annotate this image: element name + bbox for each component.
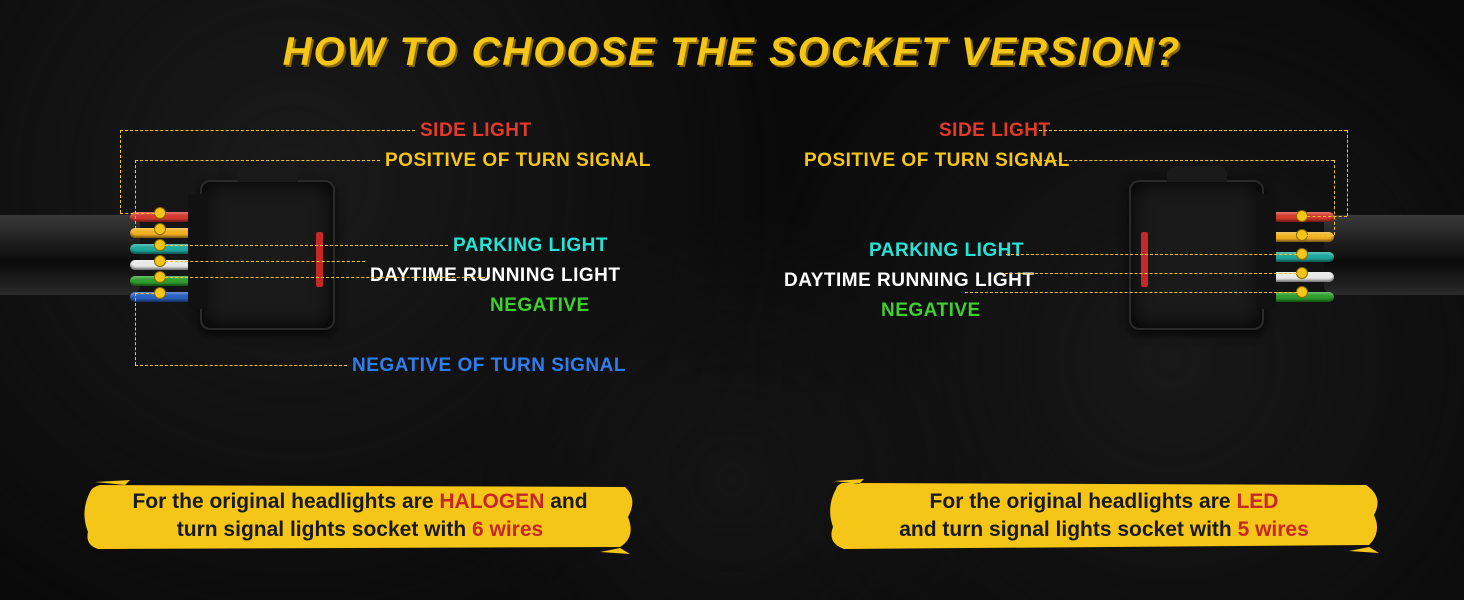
label-parking: PARKING LIGHT: [869, 240, 1024, 262]
banner-em-type: HALOGEN: [439, 490, 544, 513]
leader-line: [135, 160, 136, 229]
leader-line: [160, 261, 365, 262]
page-title: HOW TO CHOOSE THE SOCKET VERSION?: [0, 30, 1464, 75]
leader-line: [135, 160, 380, 161]
banner-pre: For the original headlights are: [930, 490, 1237, 513]
label-neg_turn: NEGATIVE OF TURN SIGNAL: [352, 355, 626, 377]
label-parking: PARKING LIGHT: [453, 235, 608, 257]
leader-line: [135, 229, 160, 230]
leader-line: [1006, 254, 1303, 255]
cable-sheath: [1324, 215, 1464, 295]
connector-housing: [1129, 180, 1264, 330]
banner-em-type: LED: [1236, 490, 1278, 513]
connector-housing: [200, 180, 335, 330]
label-negative: NEGATIVE: [881, 300, 981, 322]
leader-line: [160, 245, 448, 246]
label-drl: DAYTIME RUNNING LIGHT: [370, 265, 620, 287]
banner-text: For the original headlights are HALOGEN …: [80, 488, 640, 545]
connector-key-slot: [1141, 232, 1148, 287]
banner-em-wires: 6 wires: [472, 518, 543, 541]
banner-text: For the original headlights are LED and …: [869, 488, 1339, 545]
leader-line: [1347, 130, 1348, 216]
leader-line: [135, 293, 160, 294]
banner-led: For the original headlights are LED and …: [824, 477, 1384, 555]
leader-line: [1334, 160, 1335, 235]
leader-line: [135, 293, 136, 365]
label-side_light: SIDE LIGHT: [939, 120, 1051, 142]
connector-clip: [188, 194, 206, 309]
diagram-led: SIDE LIGHT POSITIVE OF TURN SIGNAL PARKING…: [774, 110, 1414, 410]
label-drl: DAYTIME RUNNING LIGHT: [784, 270, 1034, 292]
banner-em-wires: 5 wires: [1238, 518, 1309, 541]
leader-line: [120, 130, 121, 213]
leader-line: [1005, 273, 1303, 274]
label-pos_turn: POSITIVE OF TURN SIGNAL: [804, 150, 1070, 172]
banner-mid: and turn signal lights socket with: [899, 518, 1237, 541]
leader-line: [135, 365, 347, 366]
cable-sheath: [0, 215, 140, 295]
leader-line: [120, 213, 160, 214]
leader-line: [120, 130, 415, 131]
label-pos_turn: POSITIVE OF TURN SIGNAL: [385, 150, 651, 172]
leader-line: [160, 277, 485, 278]
leader-line: [1302, 216, 1347, 217]
banner-halogen: For the original headlights are HALOGEN …: [80, 477, 640, 555]
leader-line: [1302, 235, 1334, 236]
leader-line: [965, 292, 1302, 293]
leader-line: [1039, 130, 1347, 131]
label-negative: NEGATIVE: [490, 295, 590, 317]
connector-key-slot: [316, 232, 323, 287]
label-side_light: SIDE LIGHT: [420, 120, 532, 142]
banner-pre: For the original headlights are: [132, 490, 439, 513]
leader-line: [1034, 160, 1334, 161]
diagram-halogen: SIDE LIGHT POSITIVE OF TURN SIGNAL PARKING…: [50, 110, 690, 410]
